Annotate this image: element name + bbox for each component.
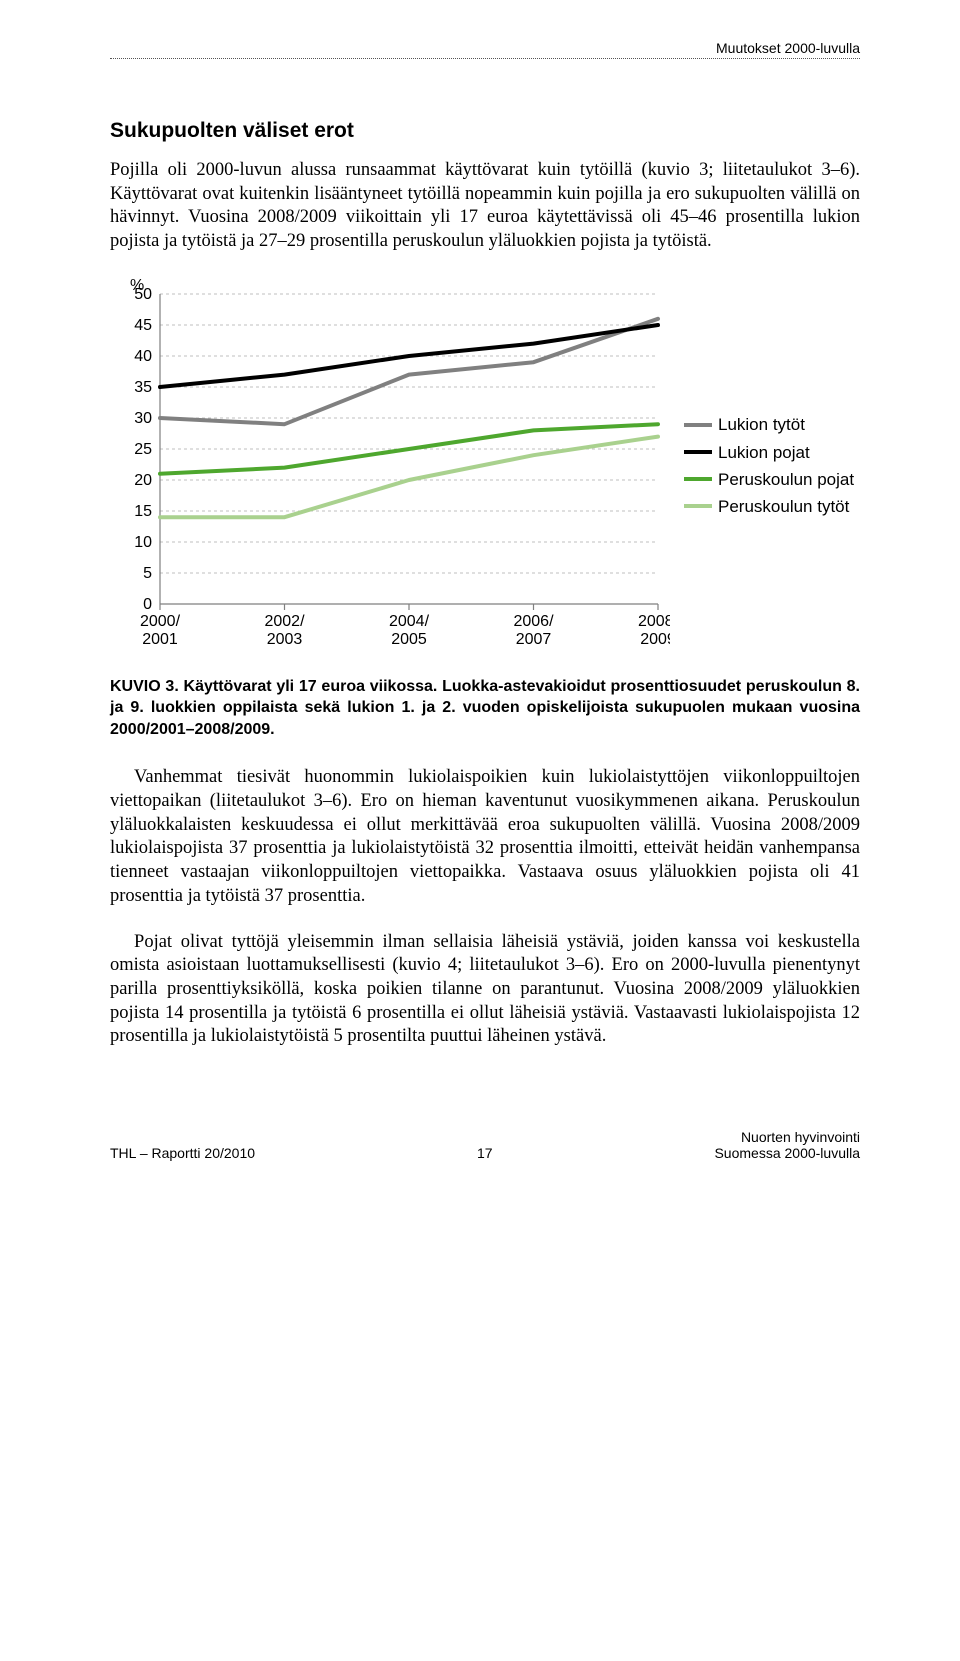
section-title: Sukupuolten väliset erot xyxy=(110,119,860,143)
footer-page-number: 17 xyxy=(255,1145,714,1161)
legend-label: Lukion tytöt xyxy=(718,411,805,438)
legend-item: Lukion tytöt xyxy=(684,411,854,438)
line-chart: %051015202530354045502000/20012002/20032… xyxy=(110,276,860,656)
page-footer: THL – Raportti 20/2010 17 Nuorten hyvinv… xyxy=(110,1129,860,1161)
body-paragraph-2: Pojat olivat tyttöjä yleisemmin ilman se… xyxy=(110,931,860,1049)
svg-text:2005: 2005 xyxy=(391,631,427,648)
legend-label: Peruskoulun tytöt xyxy=(718,493,849,520)
svg-text:0: 0 xyxy=(143,596,152,613)
svg-text:30: 30 xyxy=(134,410,152,427)
svg-text:15: 15 xyxy=(134,503,152,520)
svg-text:10: 10 xyxy=(134,534,152,551)
svg-text:2001: 2001 xyxy=(142,631,178,648)
svg-text:40: 40 xyxy=(134,348,152,365)
intro-paragraph: Pojilla oli 2000-luvun alussa runsaammat… xyxy=(110,159,860,254)
svg-text:2008/: 2008/ xyxy=(638,613,670,630)
legend-swatch xyxy=(684,504,712,508)
legend-label: Lukion pojat xyxy=(718,439,810,466)
legend-swatch xyxy=(684,423,712,427)
svg-text:2003: 2003 xyxy=(267,631,303,648)
svg-text:25: 25 xyxy=(134,441,152,458)
legend-item: Peruskoulun tytöt xyxy=(684,493,854,520)
svg-text:45: 45 xyxy=(134,317,152,334)
legend-label: Peruskoulun pojat xyxy=(718,466,854,493)
figure-caption: KUVIO 3. Käyttövarat yli 17 euroa viikos… xyxy=(110,676,860,741)
chart-canvas: %051015202530354045502000/20012002/20032… xyxy=(110,276,670,656)
svg-text:50: 50 xyxy=(134,286,152,303)
svg-text:35: 35 xyxy=(134,379,152,396)
svg-text:2009: 2009 xyxy=(640,631,670,648)
footer-right-line1: Nuorten hyvinvointi xyxy=(714,1129,860,1145)
svg-text:2004/: 2004/ xyxy=(389,613,430,630)
svg-text:2000/: 2000/ xyxy=(140,613,181,630)
running-head: Muutokset 2000-luvulla xyxy=(110,40,860,59)
chart-legend: Lukion tytötLukion pojatPeruskoulun poja… xyxy=(684,411,854,520)
legend-swatch xyxy=(684,450,712,454)
svg-text:5: 5 xyxy=(143,565,152,582)
legend-swatch xyxy=(684,477,712,481)
svg-text:20: 20 xyxy=(134,472,152,489)
svg-text:2007: 2007 xyxy=(516,631,552,648)
legend-item: Lukion pojat xyxy=(684,439,854,466)
footer-left: THL – Raportti 20/2010 xyxy=(110,1145,255,1161)
svg-text:2006/: 2006/ xyxy=(513,613,554,630)
footer-right-line2: Suomessa 2000-luvulla xyxy=(714,1145,860,1161)
legend-item: Peruskoulun pojat xyxy=(684,466,854,493)
svg-text:2002/: 2002/ xyxy=(264,613,305,630)
footer-right: Nuorten hyvinvointi Suomessa 2000-luvull… xyxy=(714,1129,860,1161)
body-paragraph-1: Vanhemmat tiesivät huonommin lukiolaispo… xyxy=(110,766,860,908)
